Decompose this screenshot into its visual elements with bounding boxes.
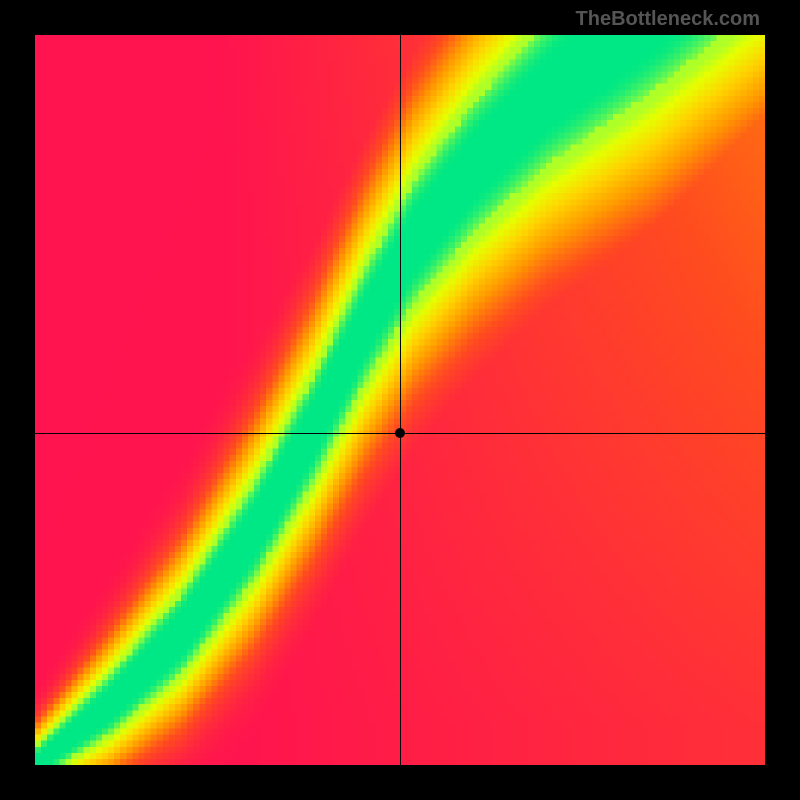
- crosshair-vertical: [400, 35, 401, 765]
- crosshair-marker: [395, 428, 405, 438]
- plot-area: [35, 35, 765, 765]
- watermark-text: TheBottleneck.com: [576, 8, 760, 31]
